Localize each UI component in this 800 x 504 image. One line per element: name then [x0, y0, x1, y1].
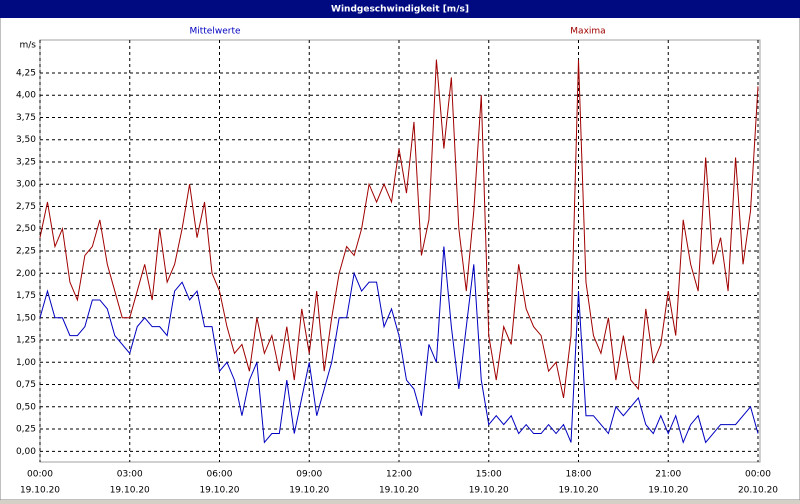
x-tick-label: 03:00	[117, 470, 143, 480]
y-tick-label: 4,00	[16, 91, 36, 101]
x-tick-label: 09:00	[296, 470, 322, 480]
x-tick-label: 06:00	[207, 470, 233, 480]
y-tick-label: 1,00	[16, 358, 36, 368]
x-tick-date: 19.10.20	[648, 486, 688, 496]
title-bar	[0, 0, 800, 18]
y-unit-label: m/s	[20, 41, 37, 51]
y-tick-label: 3,25	[16, 157, 36, 167]
legend-label: Mittelwerte	[189, 27, 240, 37]
x-tick-date: 19.10.20	[289, 486, 329, 496]
x-tick-label: 00:00	[27, 470, 53, 480]
y-tick-label: 2,00	[16, 269, 36, 279]
y-tick-label: 2,50	[16, 224, 36, 234]
x-tick-date: 20.10.20	[738, 486, 778, 496]
x-tick-label: 15:00	[476, 470, 502, 480]
x-tick-label: 00:00	[745, 470, 771, 480]
y-tick-label: 2,25	[16, 247, 36, 257]
chart-title: Windgeschwindigkeit [m/s]	[331, 5, 469, 15]
y-tick-label: 3,75	[16, 113, 36, 123]
series-line	[39, 59, 759, 399]
x-tick-date: 19.10.20	[20, 486, 60, 496]
x-tick-date: 19.10.20	[558, 486, 598, 496]
x-tick-label: 18:00	[566, 470, 592, 480]
y-tick-label: 0,25	[16, 425, 36, 435]
y-tick-label: 1,25	[16, 336, 36, 346]
y-tick-label: 0,75	[16, 380, 36, 390]
y-tick-label: 4,25	[16, 68, 36, 78]
y-tick-label: 3,50	[16, 135, 36, 145]
series-line	[39, 246, 759, 444]
y-tick-label: 0,00	[16, 447, 36, 457]
x-tick-date: 19.10.20	[469, 486, 509, 496]
x-tick-label: 12:00	[386, 470, 412, 480]
y-tick-label: 0,50	[16, 402, 36, 412]
y-tick-label: 1,75	[16, 291, 36, 301]
x-tick-date: 19.10.20	[379, 486, 419, 496]
y-tick-label: 1,50	[16, 313, 36, 323]
y-tick-label: 2,75	[16, 202, 36, 212]
x-tick-date: 19.10.20	[110, 486, 150, 496]
y-tick-label: 3,00	[16, 180, 36, 190]
legend-label: Maxima	[570, 27, 605, 37]
x-tick-label: 21:00	[655, 470, 681, 480]
x-tick-date: 19.10.20	[199, 486, 239, 496]
